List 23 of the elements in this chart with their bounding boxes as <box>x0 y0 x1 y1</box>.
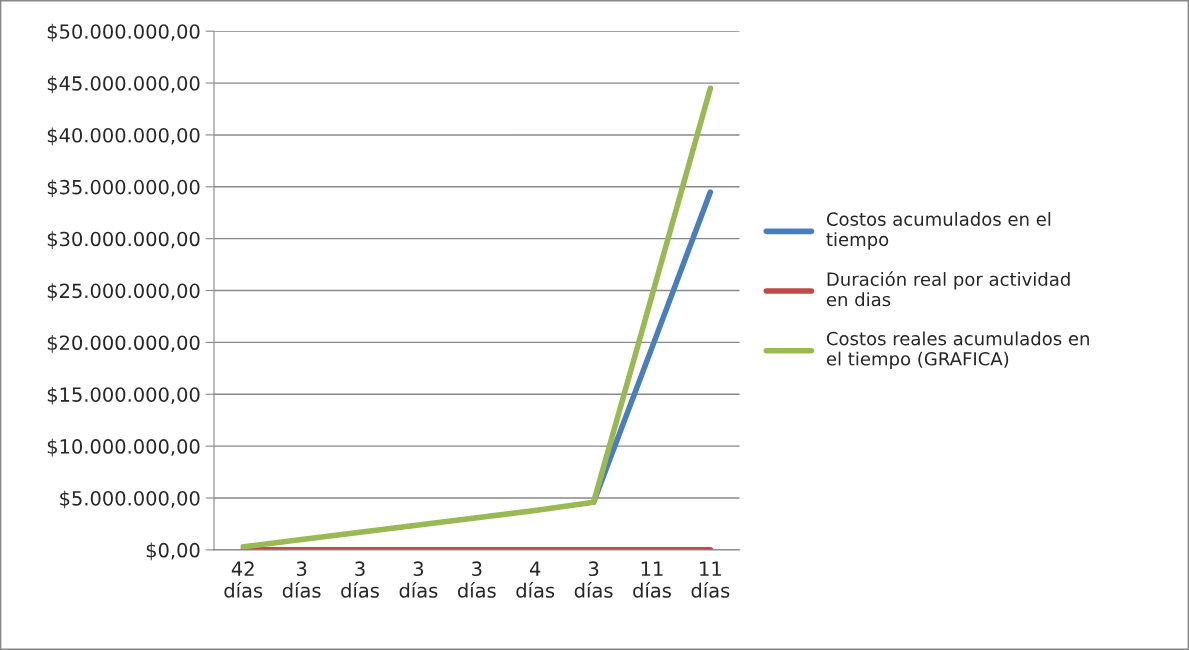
x-tick-label: 3 días <box>282 561 321 598</box>
y-tick-label: $15.000.000,00 <box>47 386 200 405</box>
y-tick-label: $30.000.000,00 <box>47 231 200 249</box>
y-tick-label: $25.000.000,00 <box>47 283 200 301</box>
x-tick-label: 42 días <box>224 561 263 598</box>
y-tick-label: $45.000.000,00 <box>47 75 200 94</box>
y-tick-label: $5.000.000,00 <box>60 490 200 509</box>
x-tick-label: 3 días <box>574 561 613 598</box>
legend-label: Costos reales acumulados en el tiempo (GRAFICA) <box>826 331 1089 370</box>
y-tick-label: $0,00 <box>146 542 200 561</box>
x-tick-label: 3 días <box>457 561 496 598</box>
y-tick-label: $35.000.000,00 <box>47 179 200 198</box>
y-tick-label: $40.000.000,00 <box>47 127 200 146</box>
y-tick-label: $50.000.000,00 <box>47 23 200 42</box>
x-tick-label: 3 días <box>399 561 438 598</box>
legend-label: Costos acumulados en el tiempo <box>826 211 1051 250</box>
x-tick-label: 11 días <box>691 561 730 598</box>
y-tick-label: $20.000.000,00 <box>47 335 200 353</box>
x-tick-label: 11 días <box>633 561 671 598</box>
legend-label: Duración real por actividad en dias <box>826 271 1070 307</box>
x-tick-label: 3 días <box>341 561 379 598</box>
y-tick-label: $10.000.000,00 <box>47 438 200 457</box>
x-tick-label: 4 días <box>516 561 555 598</box>
